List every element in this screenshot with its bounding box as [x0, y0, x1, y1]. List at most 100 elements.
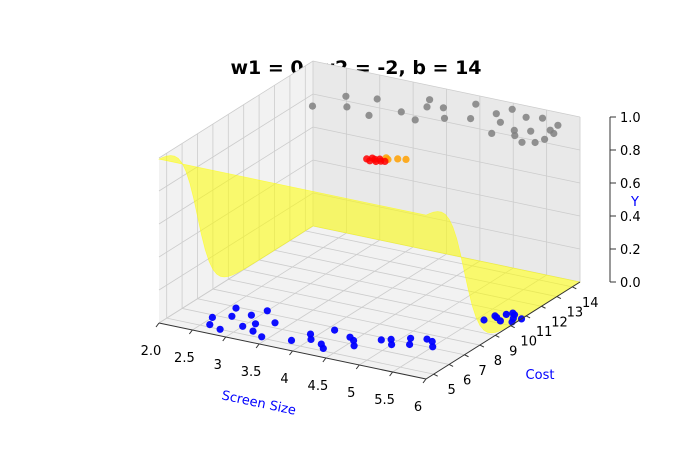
- data-point-class-0: [271, 319, 279, 327]
- data-point-class-0: [287, 336, 296, 344]
- x-tick: [222, 336, 227, 342]
- data-point-class-0: [496, 317, 504, 325]
- x-tick-label: 4.5: [308, 379, 329, 394]
- grid-line: [292, 253, 447, 352]
- data-point-class-0: [406, 340, 414, 349]
- data-point-class-0: [232, 304, 240, 312]
- data-point-class-0: [331, 326, 339, 334]
- data-point-class-0: [350, 342, 358, 350]
- y-tick-label: 12: [551, 315, 568, 330]
- data-point-class-1: [550, 129, 558, 138]
- data-point-class-0: [251, 320, 260, 328]
- data-point-class-1: [372, 157, 380, 166]
- x-tick-label: 5: [347, 386, 355, 401]
- z-tick-label: 1.0: [620, 111, 641, 126]
- x-tick-label: 4: [280, 372, 288, 387]
- data-point-class-1: [343, 103, 351, 111]
- data-point-class-0: [216, 325, 224, 333]
- y-tick-label: 11: [536, 325, 553, 340]
- data-point-class-0: [306, 330, 315, 338]
- y-axis-line: [425, 281, 581, 380]
- data-point-class-1: [397, 108, 405, 116]
- data-point-class-0: [429, 343, 437, 351]
- data-point-class-0: [388, 341, 396, 349]
- data-point-class-1: [527, 127, 535, 135]
- x-tick-label: 2.0: [141, 344, 162, 359]
- y-tick: [510, 325, 515, 329]
- data-point-class-0: [377, 336, 385, 344]
- data-point-class-1: [472, 100, 480, 108]
- data-point-class-0: [206, 321, 214, 329]
- y-tick-label: 5: [448, 383, 456, 398]
- data-point-class-0: [263, 307, 271, 315]
- data-point-class-0: [247, 311, 255, 319]
- data-point-class-1: [467, 115, 475, 123]
- grid-line: [197, 298, 465, 356]
- z-tick-label: 0.6: [620, 177, 641, 192]
- y-tick-label: 13: [567, 306, 584, 321]
- grid-line: [192, 232, 347, 331]
- y-tick-label: 7: [478, 364, 486, 379]
- data-point-class-1: [423, 103, 431, 111]
- data-point-class-0: [407, 334, 415, 342]
- y-tick: [525, 315, 531, 319]
- x-tick-label: 3: [214, 358, 222, 373]
- x-tick: [355, 364, 360, 370]
- y-tick: [464, 354, 469, 358]
- y-tick-label: 14: [582, 296, 599, 311]
- x-tick-label: 6: [414, 400, 422, 415]
- data-points: [206, 92, 562, 352]
- data-point-class-0: [249, 327, 257, 335]
- grid-line: [158, 60, 581, 159]
- grid-line: [182, 308, 450, 365]
- data-point-class-0: [428, 337, 436, 346]
- data-point-class-1: [510, 126, 518, 134]
- y-tick: [556, 296, 562, 299]
- y-tick: [541, 305, 546, 309]
- data-point-class-0: [208, 313, 216, 321]
- data-point-class-1: [308, 102, 317, 110]
- z-axis-label: Y: [630, 195, 639, 210]
- data-point-class-1: [508, 105, 516, 113]
- data-point-class-0: [502, 310, 510, 318]
- data-point-class-1: [488, 129, 496, 137]
- x-tick: [188, 329, 193, 335]
- data-point-class-1: [518, 138, 526, 146]
- data-point-class-1: [365, 111, 373, 119]
- z-tick-label: 0.8: [620, 144, 641, 159]
- data-point-class-1: [496, 118, 504, 126]
- x-tick: [422, 378, 427, 384]
- data-point-class-1: [373, 95, 381, 103]
- data-point-class-1: [440, 114, 449, 122]
- grid-line: [225, 239, 380, 338]
- data-point-class-1: [366, 157, 374, 165]
- x-tick-label: 2.5: [174, 351, 195, 366]
- y-axis-label: Cost: [526, 368, 555, 383]
- y-tick-label: 9: [509, 344, 517, 359]
- x-tick: [389, 371, 394, 377]
- data-point-class-1: [402, 155, 410, 163]
- z-tick-label: 0.4: [620, 210, 641, 225]
- y-tick-label: 6: [463, 373, 471, 388]
- y-tick: [433, 373, 438, 377]
- data-point-class-1: [426, 96, 434, 104]
- y-tick-label: 8: [494, 354, 502, 369]
- y-tick: [479, 344, 485, 348]
- x-tick: [155, 322, 160, 328]
- z-tick-label: 0.0: [620, 276, 641, 291]
- y-tick-label: 10: [520, 335, 537, 350]
- grid-line: [212, 288, 480, 346]
- x-tick-label: 5.5: [374, 393, 395, 408]
- sigmoid-surface: [158, 155, 581, 334]
- data-point-class-1: [411, 116, 419, 124]
- grid-line: [243, 269, 511, 327]
- data-point-class-0: [480, 316, 488, 324]
- data-point-class-1: [531, 138, 539, 147]
- data-point-class-1: [439, 104, 447, 112]
- x-axis-label: Screen Size: [220, 388, 297, 418]
- data-point-class-1: [394, 155, 402, 163]
- data-point-class-1: [522, 113, 530, 121]
- data-point-class-1: [511, 132, 519, 140]
- y-tick: [448, 364, 454, 367]
